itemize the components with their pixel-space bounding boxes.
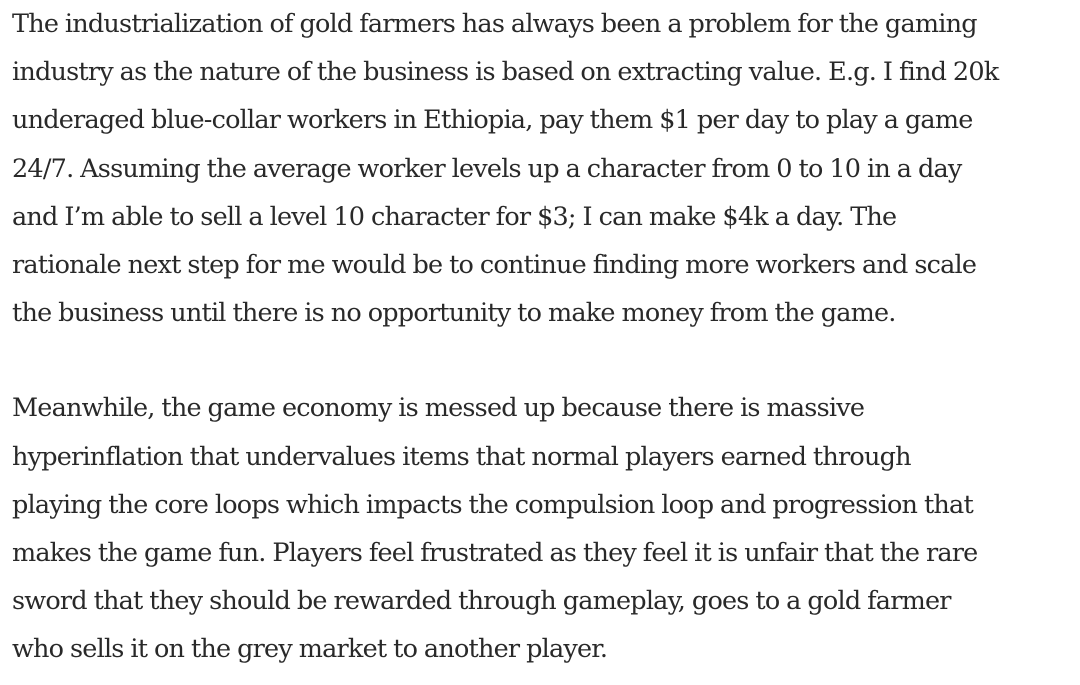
text-line: and I’m able to sell a level 10 characte…: [12, 201, 897, 232]
text-line: the business until there is no opportuni…: [12, 298, 896, 329]
paragraph-spacer: [12, 337, 1072, 384]
text-line: makes the game fun. Players feel frustra…: [12, 537, 978, 568]
text-line: underaged blue-collar workers in Ethiopi…: [12, 105, 973, 136]
text-line: 24/7. Assuming the average worker levels…: [12, 153, 962, 184]
text-line: rationale next step for me would be to c…: [12, 249, 977, 280]
text-line: hyperinflation that undervalues items th…: [12, 441, 912, 472]
text-line: sword that they should be rewarded throu…: [12, 586, 951, 617]
paragraph-game-economy: Meanwhile, the game economy is messed up…: [12, 384, 1072, 673]
text-line: industry as the nature of the business i…: [12, 57, 999, 88]
article-body: The industrialization of gold farmers ha…: [12, 0, 1072, 673]
text-line: who sells it on the grey market to anoth…: [12, 634, 608, 665]
text-line: Meanwhile, the game economy is messed up…: [12, 393, 865, 424]
paragraph-gold-farming: The industrialization of gold farmers ha…: [12, 0, 1072, 337]
text-line: The industrialization of gold farmers ha…: [12, 9, 978, 39]
text-line: playing the core loops which impacts the…: [12, 489, 974, 520]
